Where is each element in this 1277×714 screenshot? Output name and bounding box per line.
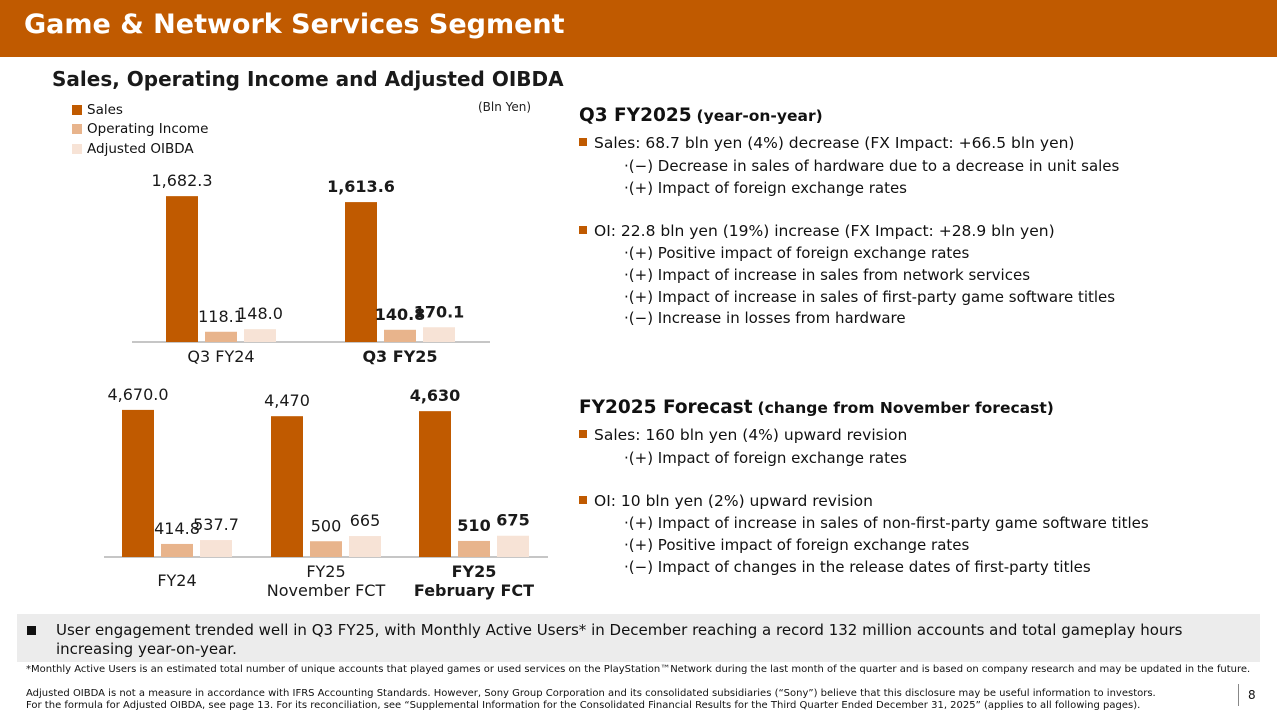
bar-operating-income: [161, 543, 193, 557]
fy-oi-point: ·(+) Positive impact of foreign exchange…: [624, 536, 970, 554]
bar-sales: [166, 196, 198, 342]
legend-item-sales: Sales: [72, 100, 208, 120]
fy-oi-text: OI: 10 bln yen (2%) upward revision: [594, 492, 873, 510]
page-header: Game & Network Services Segment: [0, 0, 1277, 57]
q3-section-title: Q3 FY2025 (year-on-year): [579, 105, 823, 126]
bullet-square-icon: [579, 430, 587, 438]
footnote-mau: *Monthly Active Users is an estimated to…: [26, 664, 1251, 675]
data-label: 510: [457, 516, 490, 535]
bar-operating-income: [310, 541, 342, 557]
footnote-oibda-1: Adjusted OIBDA is not a measure in accor…: [26, 688, 1156, 699]
q3-title: Q3 FY2025: [579, 105, 692, 126]
bar-adjusted-oibda: [423, 327, 455, 342]
bar-sales: [122, 409, 154, 557]
data-label: 140.8: [375, 305, 426, 324]
highlight-note-box: [17, 614, 1260, 662]
footnote-oibda-2: For the formula for Adjusted OIBDA, see …: [26, 700, 1141, 711]
legend-item-operating-income: Operating Income: [72, 120, 208, 140]
bar-sales: [271, 416, 303, 557]
legend-swatch-operating-income: [72, 124, 82, 135]
page-number: 8: [1248, 688, 1256, 702]
category-label: FY25: [306, 562, 345, 581]
data-label: 665: [350, 511, 381, 530]
highlight-note-text: User engagement trended well in Q3 FY25,…: [56, 621, 1183, 658]
bar-operating-income: [205, 331, 237, 342]
legend-label: Sales: [87, 101, 123, 118]
category-label: FY24: [157, 571, 196, 590]
fy-section-title: FY2025 Forecast (change from November fo…: [579, 397, 1054, 418]
q3-oi-text: OI: 22.8 bln yen (19%) increase (FX Impa…: [594, 222, 1055, 240]
q3-oi-point: ·(+) Impact of increase in sales of firs…: [624, 288, 1116, 306]
bar-sales: [345, 202, 377, 342]
data-label: 148.0: [237, 304, 283, 323]
chart-legend: Sales Operating Income Adjusted OIBDA: [72, 100, 208, 159]
bar-operating-income: [458, 540, 490, 557]
q3-sales-text: Sales: 68.7 bln yen (4%) decrease (FX Im…: [594, 134, 1075, 152]
category-label: FY25: [452, 562, 497, 581]
fy-oi-point: ·(+) Impact of increase in sales of non-…: [624, 514, 1149, 532]
legend-label: Operating Income: [87, 121, 209, 138]
q3-oi-point: ·(+) Impact of increase in sales from ne…: [624, 266, 1031, 284]
data-label: 4,670.0: [107, 385, 168, 404]
legend-swatch-sales: [72, 104, 82, 115]
fy-subtitle: (change from November forecast): [757, 399, 1054, 417]
bullet-square-icon: [579, 496, 587, 504]
data-label: 537.7: [193, 515, 239, 534]
bullet-square-icon: [579, 226, 587, 234]
legend-label: Adjusted OIBDA: [87, 140, 194, 157]
q3-oi-point: ·(+) Positive impact of foreign exchange…: [624, 244, 970, 262]
fy-title: FY2025 Forecast: [579, 397, 753, 418]
category-label: Q3 FY24: [187, 347, 254, 366]
q3-sales-point: ·(−) Decrease in sales of hardware due t…: [624, 157, 1120, 175]
q3-sales-point: ·(+) Impact of foreign exchange rates: [624, 179, 908, 197]
bar-adjusted-oibda: [244, 329, 276, 342]
data-label: 1,682.3: [151, 171, 212, 190]
fy-oi-point: ·(−) Impact of changes in the release da…: [624, 558, 1091, 576]
bar-adjusted-oibda: [497, 535, 529, 557]
fy-oi-bullet: OI: 10 bln yen (2%) upward revision: [579, 492, 873, 510]
bar-adjusted-oibda: [349, 536, 381, 557]
note-bullet-icon: [27, 626, 36, 635]
category-label: February FCT: [414, 581, 534, 600]
q3-subtitle: (year-on-year): [696, 107, 823, 125]
bar-operating-income: [384, 329, 416, 342]
fy-sales-point: ·(+) Impact of foreign exchange rates: [624, 449, 908, 467]
category-label: Q3 FY25: [362, 347, 437, 366]
data-label: 675: [496, 511, 529, 530]
fy-sales-text: Sales: 160 bln yen (4%) upward revision: [594, 426, 908, 444]
fy-sales-bullet: Sales: 160 bln yen (4%) upward revision: [579, 426, 907, 444]
data-label: 4,470: [264, 391, 310, 410]
page-divider: [1238, 684, 1239, 706]
data-label: 1,613.6: [327, 177, 395, 196]
category-label: November FCT: [267, 581, 386, 600]
data-label: 4,630: [410, 386, 461, 405]
q3-oi-bullet: OI: 22.8 bln yen (19%) increase (FX Impa…: [579, 222, 1055, 240]
data-label: 170.1: [414, 302, 465, 321]
unit-label: (Bln Yen): [478, 100, 532, 114]
data-label: 118.1: [198, 307, 244, 326]
data-label: 414.8: [154, 519, 200, 538]
bullet-square-icon: [579, 138, 587, 146]
data-label: 500: [311, 516, 342, 535]
bar-sales: [419, 411, 451, 557]
legend-swatch-adjusted-oibda: [72, 143, 82, 154]
bar-adjusted-oibda: [200, 540, 232, 557]
legend-item-adjusted-oibda: Adjusted OIBDA: [72, 139, 208, 159]
q3-oi-point: ·(−) Increase in losses from hardware: [624, 309, 906, 327]
chart-title: Sales, Operating Income and Adjusted OIB…: [52, 67, 564, 91]
page-title: Game & Network Services Segment: [24, 9, 565, 40]
q3-sales-bullet: Sales: 68.7 bln yen (4%) decrease (FX Im…: [579, 134, 1074, 152]
